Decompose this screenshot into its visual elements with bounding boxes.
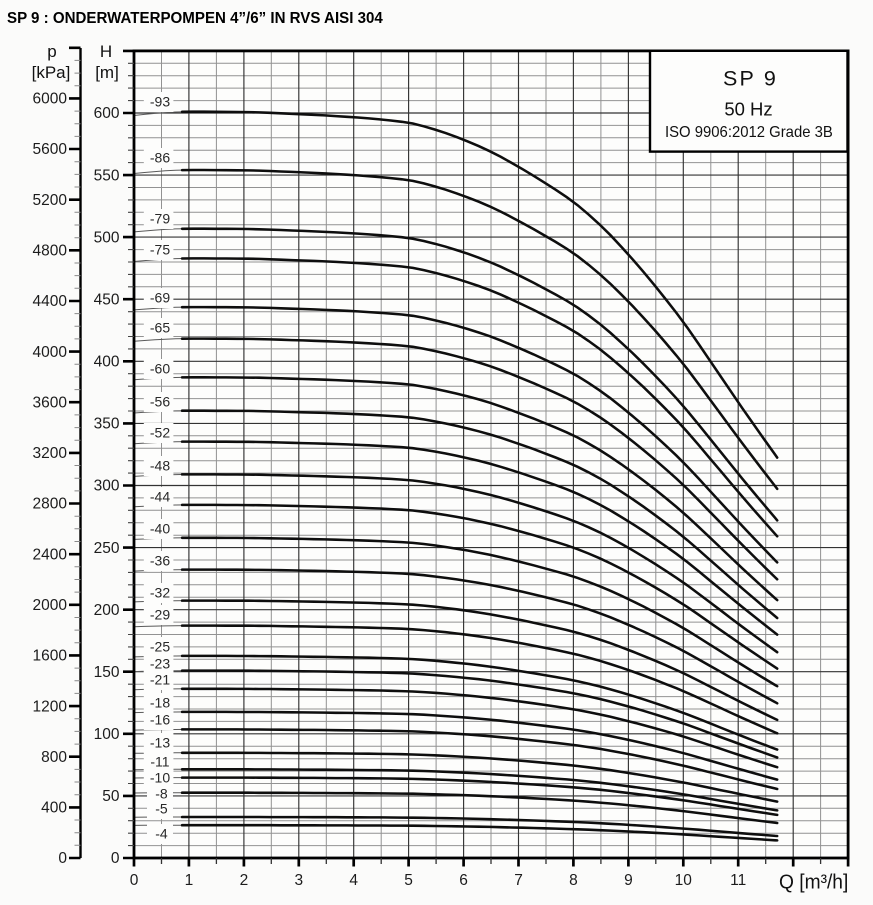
svg-text:9: 9 <box>624 872 633 889</box>
svg-text:6: 6 <box>459 872 468 889</box>
svg-text:-75: -75 <box>150 242 170 258</box>
svg-text:-25: -25 <box>150 639 170 655</box>
svg-text:4400: 4400 <box>33 293 68 310</box>
svg-text:200: 200 <box>94 602 120 619</box>
svg-text:0: 0 <box>58 850 67 867</box>
svg-text:100: 100 <box>94 726 120 743</box>
svg-text:0: 0 <box>111 850 120 867</box>
svg-text:300: 300 <box>94 478 120 495</box>
svg-text:-86: -86 <box>150 150 170 166</box>
svg-text:600: 600 <box>94 105 120 122</box>
svg-text:-10: -10 <box>150 770 170 786</box>
svg-text:8: 8 <box>569 872 578 889</box>
svg-text:500: 500 <box>94 229 120 246</box>
svg-text:ISO 9906:2012 Grade 3B: ISO 9906:2012 Grade 3B <box>665 123 833 141</box>
svg-text:1600: 1600 <box>33 648 68 665</box>
svg-text:7: 7 <box>514 872 523 889</box>
svg-text:4000: 4000 <box>33 344 68 361</box>
svg-text:-65: -65 <box>150 320 170 336</box>
svg-text:6000: 6000 <box>33 91 68 108</box>
svg-text:-5: -5 <box>155 801 168 817</box>
svg-text:1: 1 <box>185 872 194 889</box>
svg-text:150: 150 <box>94 664 120 681</box>
svg-text:-48: -48 <box>150 458 170 474</box>
svg-text:-44: -44 <box>150 489 170 505</box>
svg-text:-23: -23 <box>150 656 170 672</box>
svg-text:-60: -60 <box>150 361 170 377</box>
svg-text:550: 550 <box>94 167 120 184</box>
svg-text:3200: 3200 <box>33 445 68 462</box>
svg-text:-32: -32 <box>150 585 170 601</box>
svg-text:-79: -79 <box>150 211 170 227</box>
svg-text:4: 4 <box>349 872 358 889</box>
svg-text:-29: -29 <box>150 607 170 623</box>
svg-text:250: 250 <box>94 540 120 557</box>
svg-text:5200: 5200 <box>33 192 68 209</box>
svg-text:-16: -16 <box>150 712 170 728</box>
svg-text:-36: -36 <box>150 553 170 569</box>
svg-text:1200: 1200 <box>33 698 68 715</box>
svg-text:SP 9: SP 9 <box>723 66 778 90</box>
svg-text:800: 800 <box>41 749 67 766</box>
svg-text:400: 400 <box>94 354 120 371</box>
svg-text:-11: -11 <box>150 754 169 770</box>
svg-text:-21: -21 <box>150 672 170 688</box>
svg-text:450: 450 <box>94 291 120 308</box>
svg-text:p: p <box>47 42 56 61</box>
svg-text:3600: 3600 <box>33 394 68 411</box>
svg-text:Q [m³/h]: Q [m³/h] <box>779 871 848 893</box>
svg-text:-13: -13 <box>150 735 170 751</box>
svg-text:5: 5 <box>404 872 413 889</box>
svg-text:3: 3 <box>294 872 303 889</box>
svg-text:10: 10 <box>675 872 693 889</box>
svg-text:5600: 5600 <box>33 141 68 158</box>
svg-text:11: 11 <box>730 872 746 889</box>
svg-text:400: 400 <box>41 800 67 817</box>
svg-text:-8: -8 <box>155 786 168 802</box>
svg-text:2000: 2000 <box>33 597 68 614</box>
svg-text:350: 350 <box>94 416 120 433</box>
svg-text:[kPa]: [kPa] <box>32 63 71 82</box>
svg-text:4800: 4800 <box>33 243 68 260</box>
svg-text:-4: -4 <box>155 826 168 842</box>
svg-text:2: 2 <box>240 872 249 889</box>
svg-text:-93: -93 <box>150 94 170 110</box>
svg-text:[m]: [m] <box>95 63 119 82</box>
svg-text:-52: -52 <box>150 425 170 441</box>
svg-text:50 Hz: 50 Hz <box>724 99 772 120</box>
svg-text:2800: 2800 <box>33 496 68 513</box>
svg-text:2400: 2400 <box>33 546 68 563</box>
svg-text:50: 50 <box>102 788 120 805</box>
svg-text:0: 0 <box>130 872 139 889</box>
svg-text:H: H <box>100 42 112 61</box>
svg-text:-18: -18 <box>150 695 170 711</box>
svg-text:-40: -40 <box>150 521 170 537</box>
svg-text:-56: -56 <box>150 394 170 410</box>
svg-text:-69: -69 <box>150 290 170 306</box>
